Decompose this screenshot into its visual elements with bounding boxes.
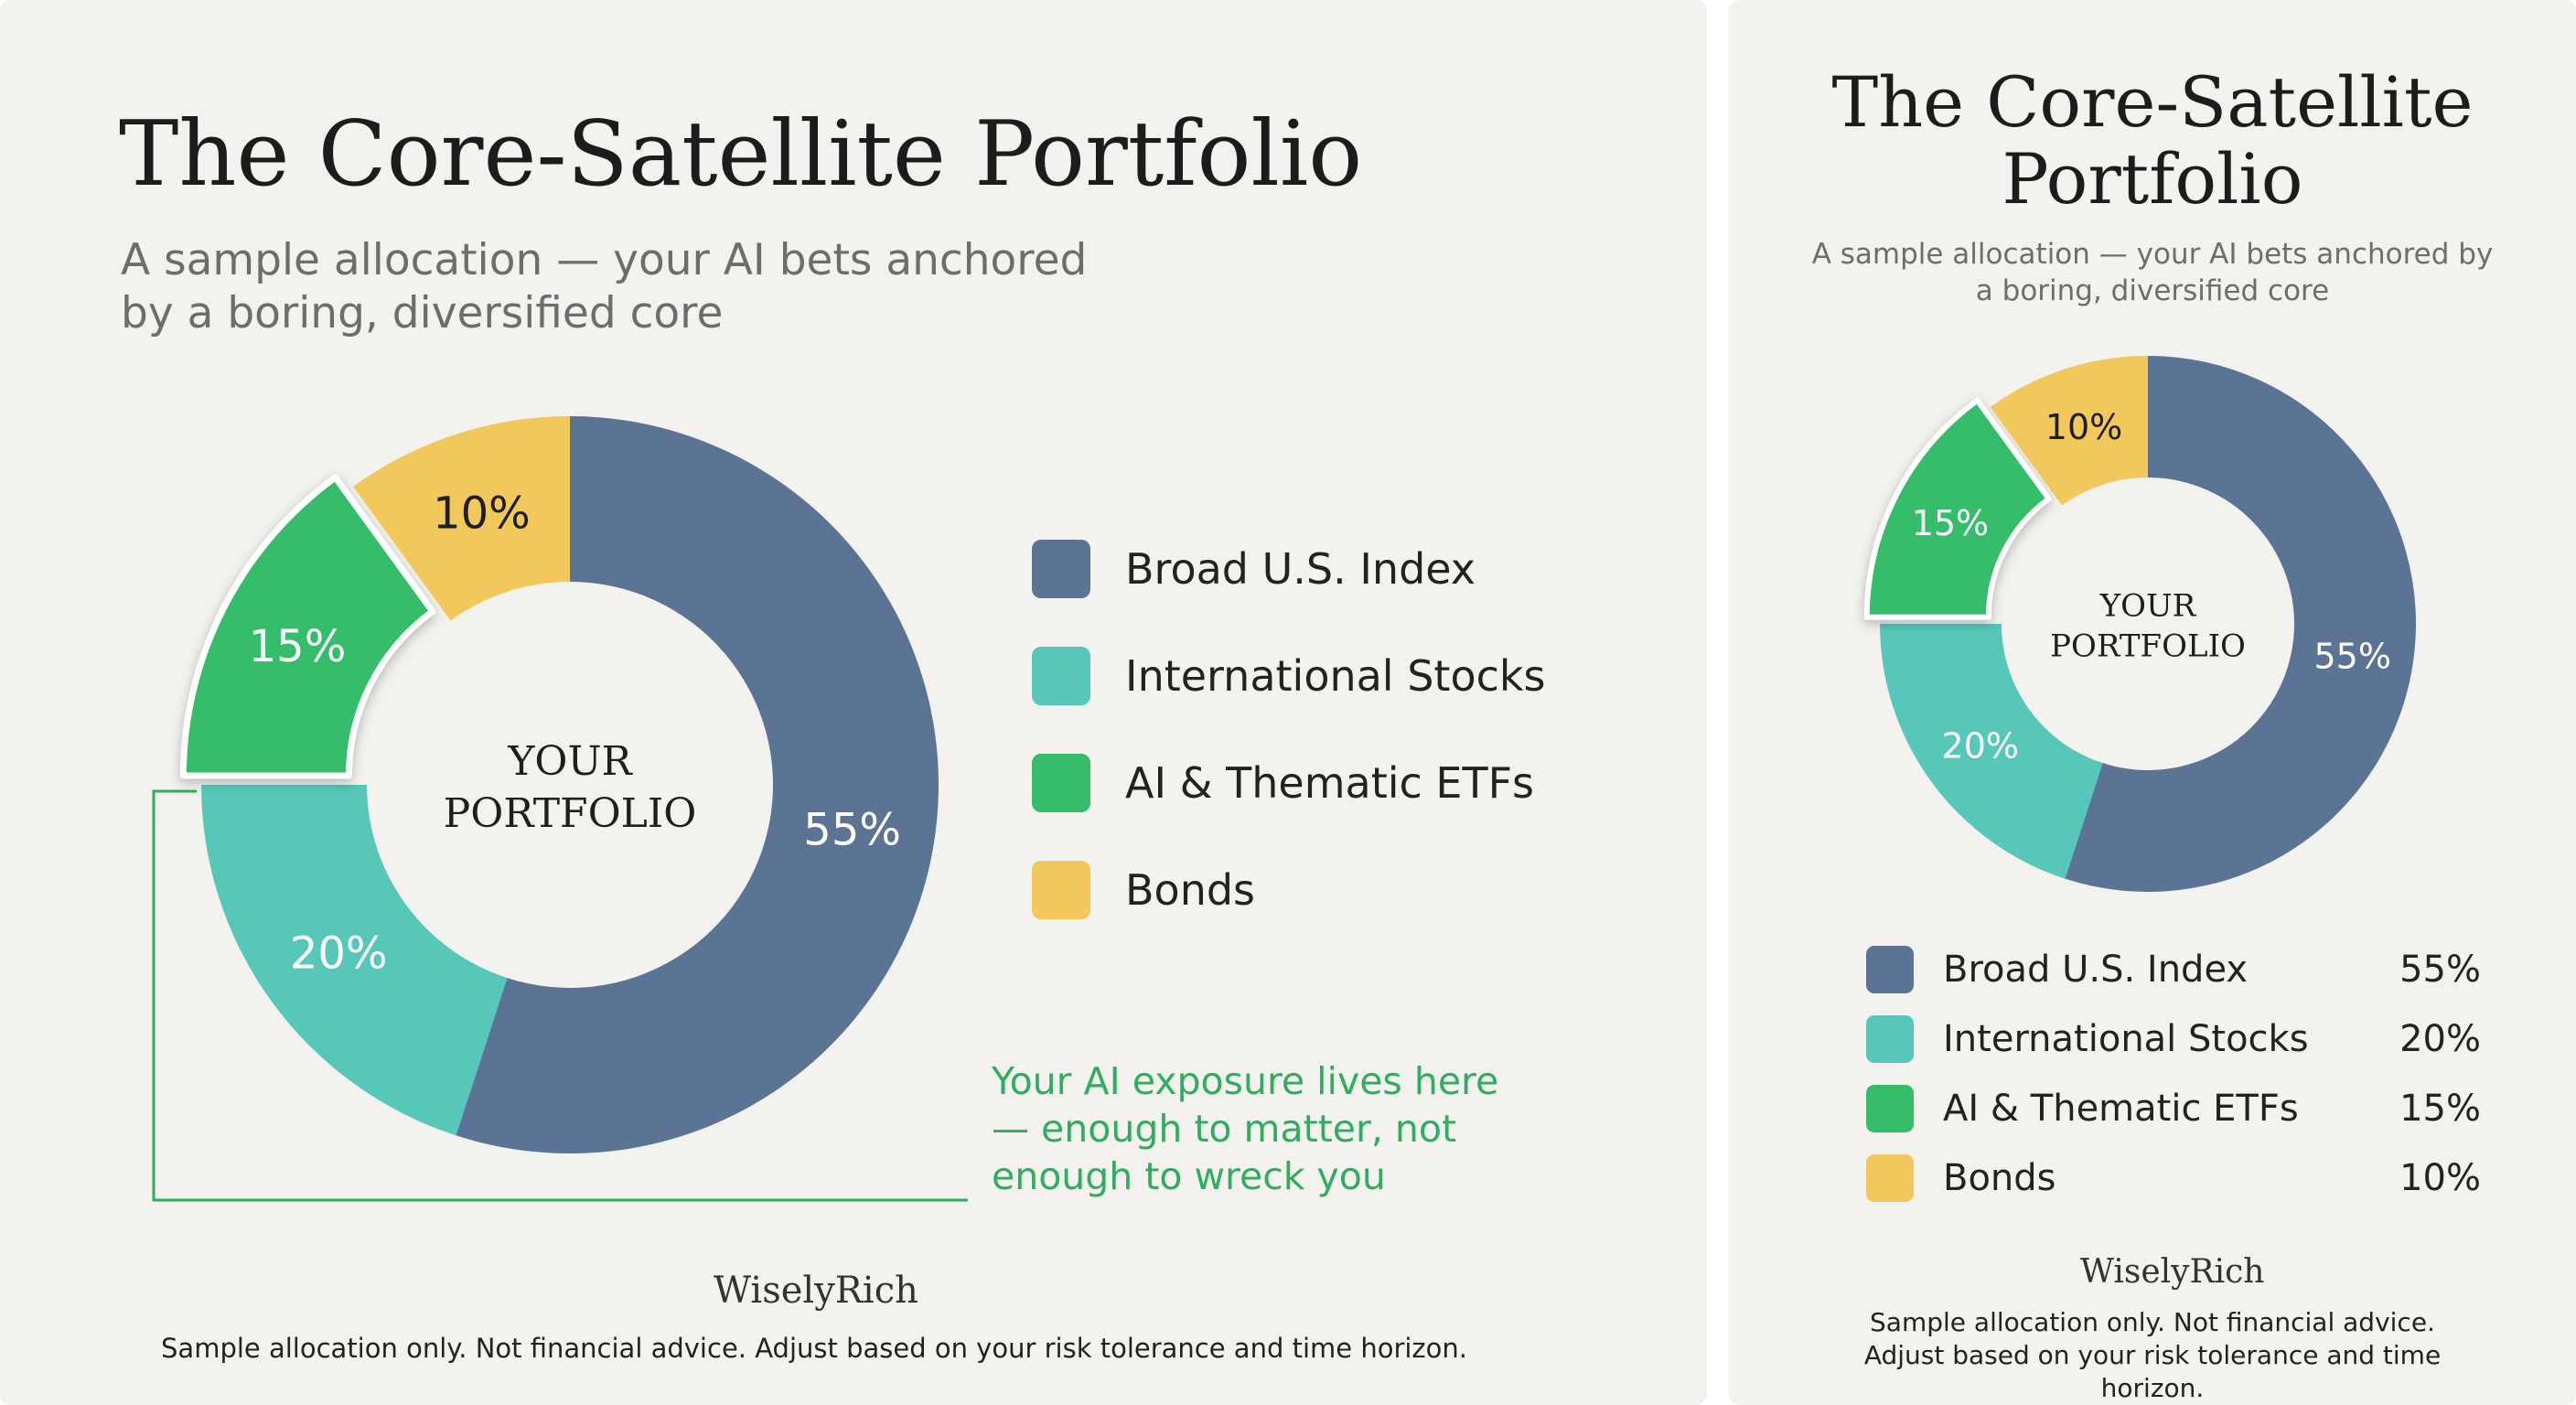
slice-label-international-stocks: 20% xyxy=(290,928,388,979)
slice-label-ai-and-thematic-etfs: 15% xyxy=(1912,503,1989,543)
center-label-line1: YOUR xyxy=(507,738,633,785)
slice-label-bonds: 10% xyxy=(433,488,531,540)
slice-label-international-stocks: 20% xyxy=(1942,725,2019,766)
center-label-line2: PORTFOLIO xyxy=(2050,628,2246,665)
center-label-line2: PORTFOLIO xyxy=(444,790,697,837)
donut-hole xyxy=(367,582,773,988)
slice-label-bonds: 10% xyxy=(2045,407,2122,447)
slice-label-broad-u-s-index: 55% xyxy=(2313,637,2390,677)
slice-label-broad-u-s-index: 55% xyxy=(803,805,901,856)
donut-chart-wide: 55% 20% 15% 10% YOUR PORTFOLIO xyxy=(154,416,968,1200)
center-label-line1: YOUR xyxy=(2099,588,2197,625)
slice-label-ai-and-thematic-etfs: 15% xyxy=(249,621,347,672)
